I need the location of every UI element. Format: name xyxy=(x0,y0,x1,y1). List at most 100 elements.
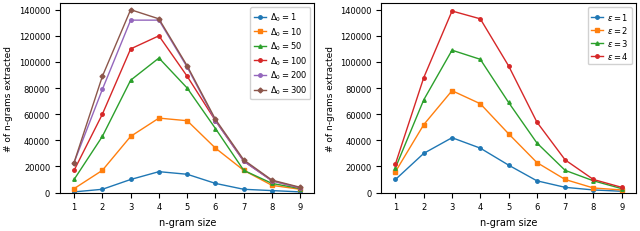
$\varepsilon = 2$ xyxy=(420,124,428,127)
$\varepsilon = 1$ xyxy=(448,137,456,140)
$\Delta_0 = 300$ xyxy=(70,161,78,164)
$\Delta_0 = 1$ xyxy=(183,173,191,176)
$\Delta_0 = 200$ xyxy=(268,180,276,182)
$\Delta_0 = 10$ xyxy=(212,147,220,150)
Y-axis label: # of n-grams extracted: # of n-grams extracted xyxy=(326,46,335,151)
$\Delta_0 = 200$ xyxy=(127,20,134,22)
$\Delta_0 = 1$ xyxy=(127,178,134,181)
$\Delta_0 = 50$ xyxy=(183,87,191,90)
$\varepsilon = 4$ xyxy=(589,178,597,181)
$\Delta_0 = 300$ xyxy=(212,119,220,121)
$\Delta_0 = 1$ xyxy=(70,191,78,193)
Line: $\varepsilon = 4$: $\varepsilon = 4$ xyxy=(394,10,623,189)
$\Delta_0 = 50$ xyxy=(99,135,106,138)
$\varepsilon = 1$ xyxy=(589,189,597,191)
$\varepsilon = 1$ xyxy=(533,180,541,182)
$\varepsilon = 1$ xyxy=(561,186,569,189)
$\Delta_0 = 1$ xyxy=(296,191,304,193)
$\varepsilon = 1$ xyxy=(618,190,625,193)
$\varepsilon = 3$ xyxy=(618,187,625,190)
$\varepsilon = 3$ xyxy=(448,50,456,52)
$\Delta_0 = 10$ xyxy=(99,169,106,172)
$\Delta_0 = 10$ xyxy=(268,184,276,187)
$\Delta_0 = 300$ xyxy=(155,18,163,21)
$\Delta_0 = 200$ xyxy=(296,187,304,190)
$\Delta_0 = 10$ xyxy=(70,187,78,190)
$\varepsilon = 2$ xyxy=(533,161,541,164)
$\Delta_0 = 10$ xyxy=(296,188,304,191)
$\Delta_0 = 200$ xyxy=(155,20,163,22)
$\varepsilon = 3$ xyxy=(589,180,597,182)
$\varepsilon = 1$ xyxy=(392,178,399,181)
$\Delta_0 = 10$ xyxy=(183,120,191,123)
Line: $\varepsilon = 3$: $\varepsilon = 3$ xyxy=(394,49,623,191)
$\varepsilon = 1$ xyxy=(476,147,484,150)
$\varepsilon = 4$ xyxy=(420,77,428,80)
X-axis label: n-gram size: n-gram size xyxy=(159,217,216,227)
$\Delta_0 = 100$ xyxy=(99,113,106,116)
$\varepsilon = 4$ xyxy=(533,121,541,124)
Line: $\Delta_0 = 10$: $\Delta_0 = 10$ xyxy=(72,117,302,191)
$\Delta_0 = 100$ xyxy=(268,180,276,182)
$\Delta_0 = 50$ xyxy=(212,128,220,130)
Y-axis label: # of n-grams extracted: # of n-grams extracted xyxy=(4,46,13,151)
$\varepsilon = 3$ xyxy=(505,102,513,104)
$\varepsilon = 1$ xyxy=(505,164,513,167)
$\Delta_0 = 10$ xyxy=(240,169,248,172)
Line: $\varepsilon = 2$: $\varepsilon = 2$ xyxy=(394,90,623,192)
X-axis label: n-gram size: n-gram size xyxy=(480,217,537,227)
$\Delta_0 = 100$ xyxy=(70,169,78,172)
$\Delta_0 = 300$ xyxy=(240,159,248,162)
$\varepsilon = 4$ xyxy=(505,65,513,68)
$\Delta_0 = 50$ xyxy=(240,169,248,172)
$\Delta_0 = 10$ xyxy=(127,135,134,138)
$\Delta_0 = 100$ xyxy=(212,120,220,123)
$\varepsilon = 4$ xyxy=(476,18,484,21)
$\Delta_0 = 100$ xyxy=(183,76,191,78)
$\varepsilon = 3$ xyxy=(533,142,541,145)
$\varepsilon = 3$ xyxy=(392,167,399,169)
$\Delta_0 = 50$ xyxy=(155,57,163,60)
$\Delta_0 = 100$ xyxy=(296,187,304,190)
$\Delta_0 = 200$ xyxy=(99,89,106,91)
$\varepsilon = 4$ xyxy=(392,163,399,165)
Legend: $\varepsilon = 1$, $\varepsilon = 2$, $\varepsilon = 3$, $\varepsilon = 4$: $\varepsilon = 1$, $\varepsilon = 2$, $\… xyxy=(588,8,632,65)
$\Delta_0 = 100$ xyxy=(155,35,163,38)
$\Delta_0 = 300$ xyxy=(99,76,106,78)
$\varepsilon = 2$ xyxy=(561,178,569,181)
$\Delta_0 = 1$ xyxy=(212,182,220,185)
$\Delta_0 = 100$ xyxy=(240,160,248,163)
Line: $\Delta_0 = 100$: $\Delta_0 = 100$ xyxy=(72,35,302,190)
$\Delta_0 = 200$ xyxy=(212,120,220,123)
$\Delta_0 = 1$ xyxy=(155,170,163,173)
$\Delta_0 = 10$ xyxy=(155,117,163,120)
$\varepsilon = 2$ xyxy=(476,103,484,106)
$\Delta_0 = 300$ xyxy=(183,65,191,68)
$\Delta_0 = 300$ xyxy=(127,9,134,12)
Legend: $\Delta_0 = 1$, $\Delta_0 = 10$, $\Delta_0 = 50$, $\Delta_0 = 100$, $\Delta_0 = : $\Delta_0 = 1$, $\Delta_0 = 10$, $\Delta… xyxy=(250,8,310,100)
Line: $\Delta_0 = 300$: $\Delta_0 = 300$ xyxy=(72,9,302,189)
$\varepsilon = 2$ xyxy=(392,170,399,173)
$\Delta_0 = 50$ xyxy=(268,182,276,185)
$\varepsilon = 1$ xyxy=(420,152,428,155)
$\Delta_0 = 50$ xyxy=(296,187,304,190)
$\Delta_0 = 1$ xyxy=(268,189,276,192)
$\varepsilon = 4$ xyxy=(448,11,456,13)
$\Delta_0 = 300$ xyxy=(296,186,304,189)
Line: $\Delta_0 = 200$: $\Delta_0 = 200$ xyxy=(72,19,302,190)
$\Delta_0 = 50$ xyxy=(127,79,134,82)
$\Delta_0 = 200$ xyxy=(70,161,78,164)
$\varepsilon = 2$ xyxy=(618,189,625,191)
$\Delta_0 = 1$ xyxy=(240,188,248,191)
$\Delta_0 = 100$ xyxy=(127,48,134,51)
$\varepsilon = 3$ xyxy=(476,59,484,61)
$\Delta_0 = 1$ xyxy=(99,188,106,191)
Line: $\Delta_0 = 1$: $\Delta_0 = 1$ xyxy=(72,170,302,194)
Line: $\Delta_0 = 50$: $\Delta_0 = 50$ xyxy=(72,57,302,191)
$\Delta_0 = 200$ xyxy=(183,67,191,69)
$\Delta_0 = 50$ xyxy=(70,178,78,181)
$\Delta_0 = 300$ xyxy=(268,179,276,182)
$\varepsilon = 2$ xyxy=(589,187,597,190)
$\varepsilon = 3$ xyxy=(561,169,569,172)
$\varepsilon = 3$ xyxy=(420,99,428,102)
